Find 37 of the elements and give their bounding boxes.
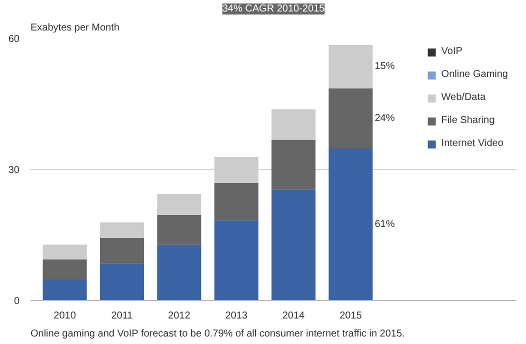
bar: [42, 244, 87, 260]
x-tick-label: 2012: [168, 310, 191, 322]
bar: [157, 244, 202, 300]
bar: [157, 214, 202, 245]
y-tick-label: 0: [14, 296, 20, 307]
bar: [328, 45, 373, 88]
annotation: 15%: [374, 61, 395, 72]
y-tick-label: 30: [8, 165, 20, 176]
legend-label: Online Gaming: [441, 69, 508, 80]
legend-label: VoIP: [441, 46, 462, 57]
bar: [328, 88, 373, 149]
x-tick-label: 2015: [340, 310, 362, 322]
text: Online gaming and VoIP forecast to be 0.79% of all consumer internet traffic in 2015.: [30, 328, 405, 340]
text: 34% CAGR 2010-2015: [222, 4, 326, 14]
bar: [272, 190, 316, 300]
y-tick-label: 60: [8, 34, 20, 45]
bar: [100, 222, 144, 238]
annotation: 61%: [374, 219, 395, 230]
x-tick-label: 2011: [111, 310, 134, 322]
bar: [157, 194, 202, 215]
legend-label: Web/Data: [441, 92, 486, 103]
y-axis-title: Exabytes per Month: [30, 22, 120, 34]
x-tick-label: 2013: [225, 310, 248, 322]
bar: [214, 220, 258, 300]
x-tick-label: 2014: [282, 310, 306, 322]
bar: [272, 109, 316, 140]
bar: [100, 238, 144, 264]
bar: [42, 259, 87, 280]
legend-label: File Sharing: [441, 115, 495, 126]
annotation: 24%: [374, 112, 395, 124]
legend-label: Internet Video: [441, 138, 504, 149]
bar: [272, 140, 316, 190]
x-tick-label: 2010: [54, 310, 76, 322]
bar: [42, 280, 87, 300]
bar: [100, 263, 144, 300]
bar: [214, 183, 258, 220]
bar: [328, 148, 373, 300]
